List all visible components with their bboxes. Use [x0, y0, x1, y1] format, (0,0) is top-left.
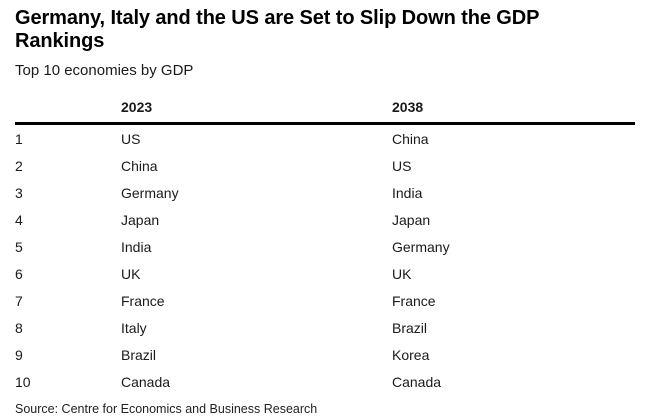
column-header-2023: 2023: [121, 99, 153, 115]
rank-cell: 6: [15, 265, 23, 282]
economy-2038-cell: UK: [392, 265, 412, 282]
rank-cell: 3: [15, 184, 23, 201]
table-row: 2 China US: [15, 152, 635, 179]
economy-2023-cell: China: [121, 157, 158, 174]
economy-2023-cell: Japan: [121, 211, 160, 228]
column-header-2038: 2038: [392, 99, 424, 115]
table-row: 9 Brazil Korea: [15, 341, 635, 368]
table-row: 1 US China: [15, 125, 635, 152]
economy-2038-cell: India: [392, 184, 423, 201]
economy-2023-cell: France: [121, 292, 165, 309]
economy-2038-cell: Canada: [392, 373, 442, 390]
table-row: 10 Canada Canada: [15, 368, 635, 395]
table-row: 5 India Germany: [15, 233, 635, 260]
rank-cell: 9: [15, 346, 23, 363]
table-row: 4 Japan Japan: [15, 206, 635, 233]
chart-title: Germany, Italy and the US are Set to Sli…: [15, 7, 539, 52]
rank-cell: 2: [15, 157, 23, 174]
table-header-row: 2023 2038: [15, 99, 635, 125]
rank-cell: 1: [15, 130, 23, 147]
table-row: 8 Italy Brazil: [15, 314, 635, 341]
rank-cell: 4: [15, 211, 23, 228]
economy-2038-cell: Japan: [392, 211, 431, 228]
rank-cell: 10: [15, 373, 31, 390]
rankings-table: 2023 2038 1 US China 2 China US 3 German…: [15, 99, 635, 395]
rank-cell: 5: [15, 238, 23, 255]
economy-2038-cell: Germany: [392, 238, 450, 255]
table-row: 7 France France: [15, 287, 635, 314]
rank-cell: 8: [15, 319, 23, 336]
source-note: Source: Centre for Economics and Busines…: [15, 402, 318, 416]
economy-2038-cell: France: [392, 292, 436, 309]
economy-2038-cell: China: [392, 130, 429, 147]
chart-subtitle: Top 10 economies by GDP: [15, 62, 194, 79]
economy-2023-cell: Canada: [121, 373, 171, 390]
table-row: 6 UK UK: [15, 260, 635, 287]
rank-cell: 7: [15, 292, 23, 309]
economy-2023-cell: Italy: [121, 319, 147, 336]
economy-2023-cell: Brazil: [121, 346, 157, 363]
economy-2038-cell: Korea: [392, 346, 430, 363]
economy-2038-cell: Brazil: [392, 319, 428, 336]
table-row: 3 Germany India: [15, 179, 635, 206]
economy-2023-cell: UK: [121, 265, 141, 282]
economy-2023-cell: Germany: [121, 184, 179, 201]
economy-2038-cell: US: [392, 157, 412, 174]
economy-2023-cell: US: [121, 130, 141, 147]
economy-2023-cell: India: [121, 238, 152, 255]
